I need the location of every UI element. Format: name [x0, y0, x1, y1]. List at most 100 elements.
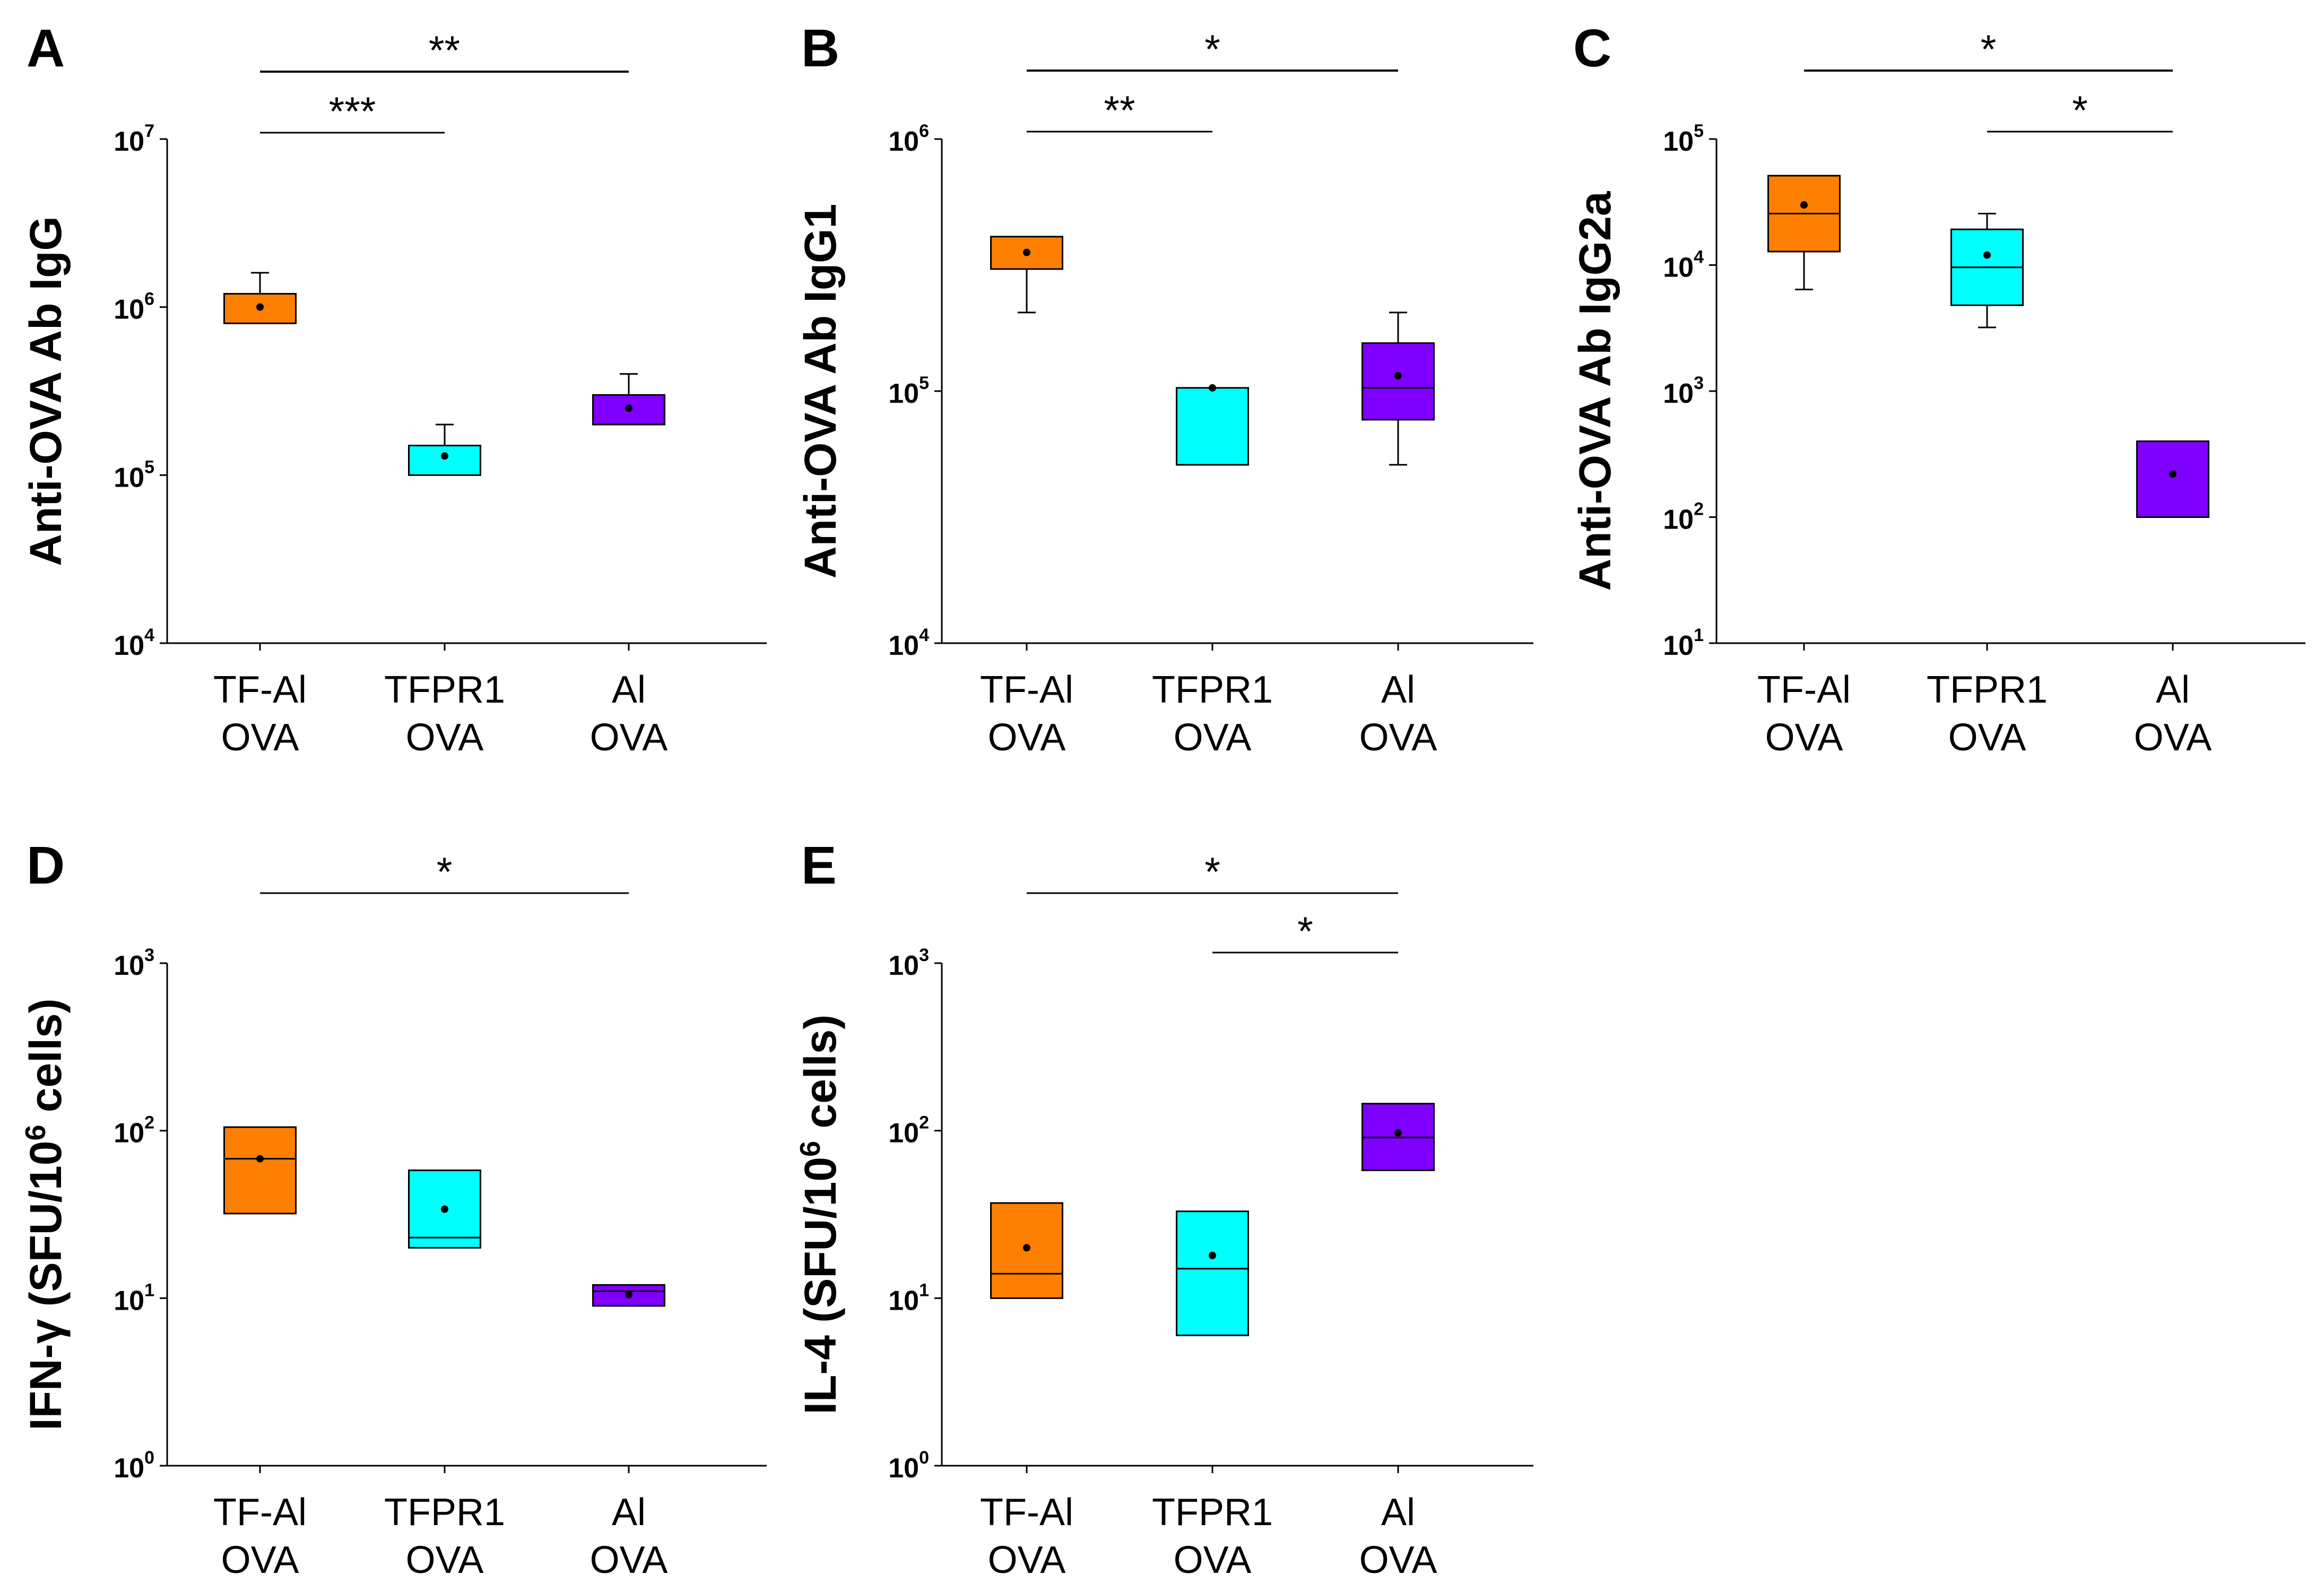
- y-tick-label: 101: [114, 1280, 154, 1316]
- y-tick-exponent: 0: [144, 1448, 154, 1468]
- x-category-label-line1: Al: [612, 1491, 646, 1534]
- x-category-label-line1: TFPR1: [384, 1491, 505, 1534]
- y-tick-exponent: 6: [144, 289, 154, 309]
- x-category-label-line2: OVA: [1174, 716, 1252, 759]
- y-axis-label-main: IL-4 (SFU/10: [795, 1157, 845, 1414]
- significance-label: *: [2072, 88, 2088, 133]
- y-tick-base: 10: [1663, 505, 1694, 535]
- mean-point: [1394, 372, 1402, 380]
- y-tick-label: 102: [888, 1113, 929, 1149]
- y-tick-label: 100: [114, 1448, 154, 1484]
- y-tick-label: 101: [1663, 625, 1704, 661]
- y-tick-label: 103: [114, 945, 154, 981]
- x-category-label-line1: TF-Al: [213, 669, 307, 711]
- y-tick-label: 101: [888, 1280, 929, 1316]
- y-tick-exponent: 2: [919, 1113, 929, 1133]
- y-tick-exponent: 6: [919, 121, 929, 141]
- box-tfpr1-ova: [408, 445, 481, 476]
- y-tick-base: 10: [888, 378, 919, 409]
- mean-point: [1209, 384, 1216, 392]
- y-tick-exponent: 5: [1694, 121, 1704, 141]
- mean-point: [1023, 248, 1030, 256]
- x-category-label-line2: OVA: [406, 1539, 484, 1581]
- x-category-label-line2: OVA: [988, 716, 1066, 759]
- y-tick-base: 10: [114, 126, 144, 157]
- x-category-label-line1: TF-Al: [980, 669, 1073, 711]
- panel-letter: A: [27, 19, 65, 78]
- y-tick-label: 107: [114, 121, 154, 157]
- x-category-label-line1: TFPR1: [1152, 1491, 1273, 1534]
- y-tick-base: 10: [114, 1285, 144, 1316]
- box-tf-al-ova: [223, 1126, 297, 1215]
- y-axis-label-main: Anti-OVA Ab IgG2a: [1570, 191, 1620, 591]
- x-category-label-line1: TFPR1: [384, 669, 505, 711]
- y-axis-label: IFN-γ (SFU/106 cells): [20, 998, 71, 1430]
- mean-point: [1394, 1129, 1402, 1137]
- x-category-label-line2: OVA: [1948, 716, 2026, 759]
- y-axis-label: Anti-OVA Ab IgG2a: [1570, 191, 1620, 591]
- significance-label: *: [437, 850, 453, 895]
- y-tick-label: 105: [1663, 121, 1704, 157]
- mean-point: [2169, 470, 2176, 478]
- y-axis-label-main: IFN-γ (SFU/10: [21, 1141, 71, 1431]
- mean-point: [256, 303, 264, 311]
- y-tick-base: 10: [114, 950, 144, 981]
- mean-point: [625, 404, 632, 412]
- mean-point: [625, 1291, 632, 1299]
- y-tick-exponent: 2: [144, 1113, 154, 1133]
- x-category-label-line2: OVA: [221, 716, 299, 759]
- y-tick-label: 104: [114, 625, 154, 661]
- y-tick-exponent: 1: [919, 1280, 929, 1300]
- y-tick-base: 10: [888, 1453, 919, 1484]
- significance-label: *: [1204, 27, 1220, 72]
- x-category-label-line1: TF-Al: [980, 1491, 1073, 1534]
- significance-label: *: [1981, 27, 1997, 72]
- y-tick-label: 104: [888, 625, 929, 661]
- box-tf-al-ova: [990, 1202, 1063, 1299]
- panel-letter: E: [801, 836, 837, 895]
- y-tick-exponent: 4: [1694, 247, 1704, 267]
- x-category-label-line2: OVA: [1765, 716, 1843, 759]
- panel-letter: C: [1573, 19, 1611, 78]
- y-tick-base: 10: [888, 1285, 919, 1316]
- y-tick-exponent: 5: [144, 457, 154, 477]
- box-tfpr1-ova: [1176, 387, 1249, 466]
- panel-letter: D: [27, 836, 65, 895]
- mean-point: [256, 1155, 264, 1163]
- y-tick-exponent: 5: [919, 373, 929, 393]
- y-tick-exponent: 1: [144, 1280, 154, 1300]
- box-al-ova: [1362, 342, 1435, 421]
- y-axis-label-tail: cells): [795, 1015, 845, 1141]
- mean-point: [441, 1205, 448, 1213]
- y-axis-label-tail: cells): [21, 998, 71, 1124]
- x-category-label-line1: Al: [1381, 669, 1415, 711]
- y-axis-label: Anti-OVA Ab IgG1: [795, 204, 845, 578]
- y-tick-base: 10: [114, 1453, 144, 1484]
- x-category-label-line2: OVA: [1359, 1539, 1437, 1581]
- mean-point: [1800, 201, 1808, 209]
- mean-point: [1209, 1251, 1216, 1259]
- y-tick-label: 106: [114, 289, 154, 325]
- y-tick-base: 10: [114, 630, 144, 661]
- y-tick-base: 10: [1663, 253, 1694, 283]
- y-tick-base: 10: [888, 126, 919, 157]
- y-tick-exponent: 4: [919, 625, 929, 645]
- y-tick-label: 105: [888, 373, 929, 409]
- x-category-label-line1: Al: [1381, 1491, 1415, 1534]
- significance-label: *: [1297, 909, 1313, 954]
- significance-label: **: [1104, 88, 1135, 133]
- significance-label: **: [429, 28, 460, 73]
- y-tick-base: 10: [1663, 126, 1694, 157]
- significance-label: ***: [329, 89, 376, 134]
- mean-point: [1983, 251, 1991, 259]
- y-axis-label-superscript: 6: [20, 1125, 51, 1141]
- mean-point: [441, 452, 448, 460]
- y-tick-label: 106: [888, 121, 929, 157]
- y-tick-exponent: 2: [1694, 499, 1704, 520]
